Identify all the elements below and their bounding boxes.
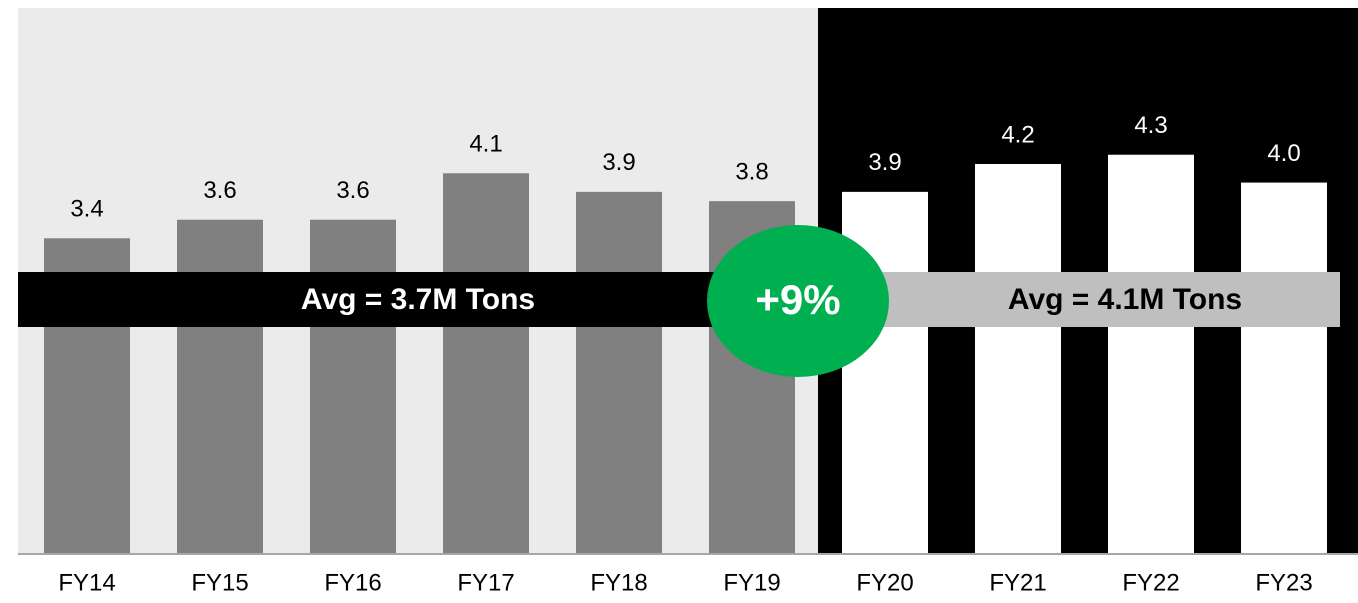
left-avg-band [18,272,735,327]
x-tick-label: FY23 [1255,569,1312,596]
growth-badge [707,225,889,377]
value-label: 4.0 [1267,140,1300,167]
x-tick-label: FY21 [989,569,1046,596]
left-avg-label: Avg = 3.7M Tons [301,283,535,316]
bar [177,219,263,554]
x-tick-label: FY16 [324,569,381,596]
value-label: 3.9 [868,149,901,176]
bar [443,173,529,555]
bar [975,164,1061,554]
value-label: 3.8 [735,158,768,185]
right-avg-label: Avg = 4.1M Tons [1008,283,1242,316]
value-label: 3.6 [336,177,369,204]
value-label: 4.1 [469,131,502,158]
x-tick-label: FY18 [590,569,647,596]
value-label: 3.9 [602,149,635,176]
bar [576,191,662,554]
value-label: 3.4 [70,196,103,223]
x-tick-label: FY19 [723,569,780,596]
x-tick-label: FY14 [58,569,115,596]
x-tick-label: FY15 [191,569,248,596]
bar [1241,182,1327,555]
value-label: 4.2 [1001,121,1034,148]
value-label: 3.6 [203,177,236,204]
bar [1108,154,1194,554]
x-tick-label: FY17 [457,569,514,596]
right-avg-band [860,272,1340,327]
x-tick-label: FY22 [1122,569,1179,596]
x-tick-label: FY20 [856,569,913,596]
bar [310,219,396,554]
growth-label: +9% [755,276,840,323]
value-label: 4.3 [1134,112,1167,139]
